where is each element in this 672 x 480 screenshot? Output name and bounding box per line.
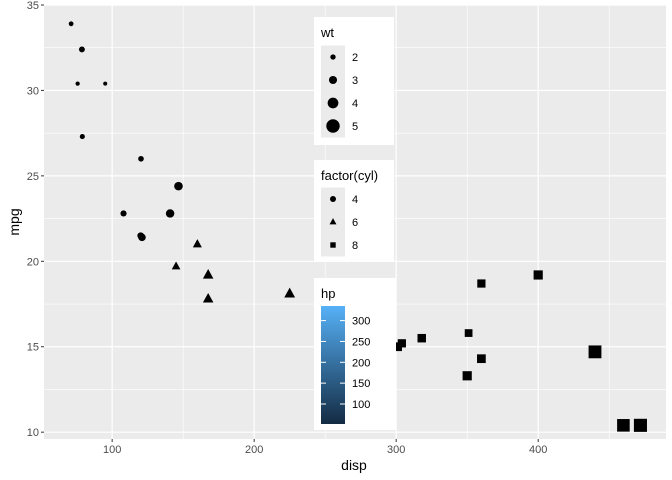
data-point <box>137 232 145 240</box>
legend-size-label: 4 <box>352 98 358 110</box>
data-point <box>588 345 602 359</box>
legend-size-key <box>330 54 336 60</box>
data-point <box>462 371 472 381</box>
data-point <box>633 418 647 432</box>
y-tick-label: 10 <box>27 427 39 439</box>
y-axis-ticks: 10 15 20 25 30 35 <box>27 0 44 439</box>
x-tick-label: 200 <box>245 444 263 456</box>
legend-color-label: 250 <box>352 336 370 348</box>
y-tick-label: 25 <box>27 171 39 183</box>
y-tick-label: 20 <box>27 256 39 268</box>
data-point <box>75 81 80 86</box>
data-point <box>284 287 296 298</box>
data-point <box>68 21 74 27</box>
legend-color-title: hp <box>321 286 335 301</box>
y-tick-label: 30 <box>27 85 39 97</box>
data-point <box>417 333 426 343</box>
data-point <box>202 292 214 303</box>
legend-color-label: 200 <box>352 357 370 369</box>
data-point <box>120 210 127 217</box>
data-point <box>78 46 85 53</box>
legend-color-ticks: 300 250 200 150 100 <box>321 316 370 411</box>
legend-size-label: 3 <box>352 75 358 87</box>
data-point <box>202 269 214 279</box>
legend-shape-key <box>330 242 336 248</box>
data-point <box>533 270 543 280</box>
legend-size-key <box>327 97 339 109</box>
data-point <box>103 81 108 86</box>
data-point <box>477 279 486 288</box>
legend-shape-label: 6 <box>352 217 358 229</box>
data-point <box>174 181 183 191</box>
y-tick-label: 35 <box>27 0 39 12</box>
data-point <box>617 419 630 432</box>
data-point <box>165 209 175 218</box>
legend-size-title: wt <box>320 25 334 40</box>
y-axis-title: mpg <box>6 208 22 235</box>
legend-shape-key <box>329 218 337 225</box>
legend-size-key <box>326 119 340 133</box>
legend-size-label: 5 <box>352 121 358 133</box>
legend-size-keys: 2 3 4 5 <box>321 45 358 138</box>
legend-shape-label: 4 <box>352 194 358 206</box>
legend-shape-label: 8 <box>352 240 358 252</box>
data-point <box>79 134 85 140</box>
x-axis-ticks: 100 200 300 400 <box>103 439 547 456</box>
legend-size: wt 2 3 4 5 <box>314 17 394 145</box>
x-tick-label: 100 <box>103 444 121 456</box>
legend-size-key <box>328 75 338 85</box>
legend-color-label: 300 <box>352 316 370 328</box>
x-tick-label: 400 <box>529 444 547 456</box>
legend-shape-keys: 4 6 8 <box>321 187 358 257</box>
data-point <box>171 261 181 270</box>
legend-shape-key <box>330 196 336 202</box>
data-point <box>477 354 486 364</box>
legend-color: hp 300 250 200 150 100 <box>314 278 396 430</box>
legend-color-bar <box>321 306 345 424</box>
legend-color-label: 100 <box>352 399 370 411</box>
data-point <box>464 329 473 337</box>
legend-shape-title: factor(cyl) <box>321 168 378 183</box>
legend-size-label: 2 <box>352 52 358 64</box>
legend-shape: factor(cyl) 4 6 8 <box>314 160 394 262</box>
data-points <box>68 21 647 432</box>
legend-color-label: 150 <box>352 378 370 390</box>
x-axis-title: disp <box>341 457 367 473</box>
x-tick-label: 300 <box>387 444 405 456</box>
data-point <box>192 239 202 248</box>
data-point <box>393 342 402 352</box>
y-tick-label: 15 <box>27 342 39 354</box>
data-point <box>138 155 144 162</box>
